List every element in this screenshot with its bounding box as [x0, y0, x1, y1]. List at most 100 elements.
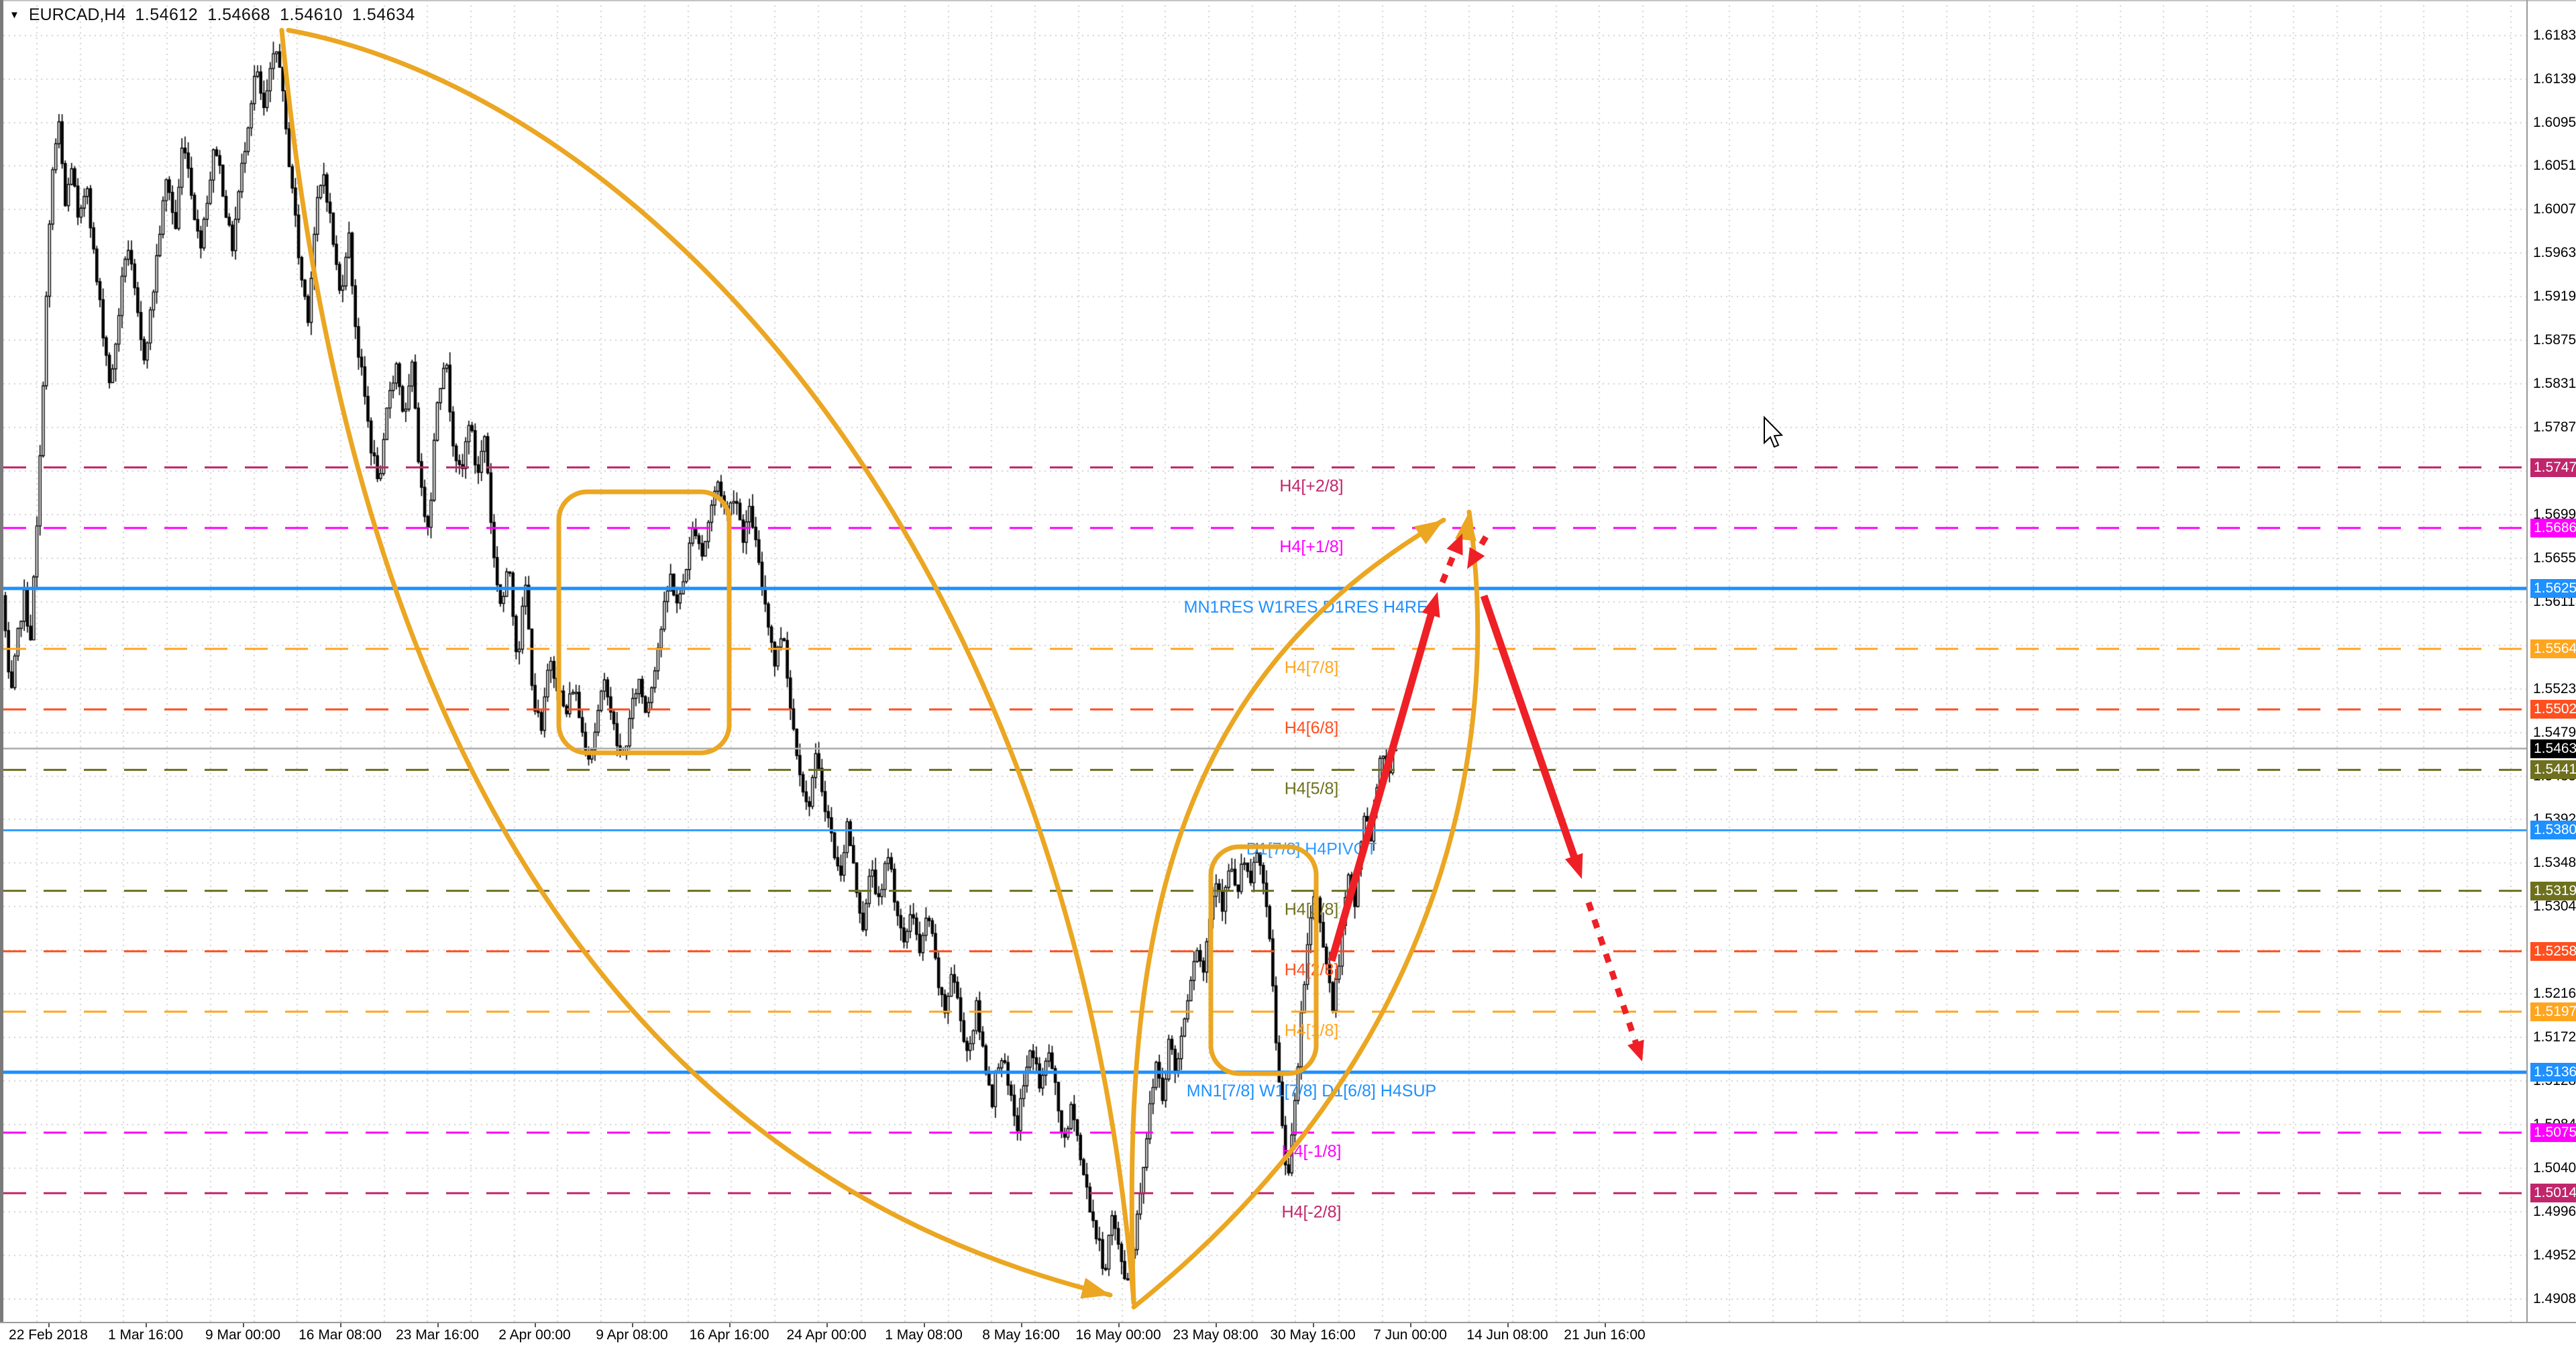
price-badge: 1.52588 [2530, 941, 2576, 961]
price-tick: 1.57875 [2533, 419, 2576, 435]
price-badge: 1.54634 [2530, 739, 2576, 758]
gold-curve[interactable] [1129, 517, 1446, 1306]
price-tick: 1.56555 [2533, 550, 2576, 566]
gold-curve[interactable] [279, 28, 1113, 1298]
gold-rounded-box[interactable] [1208, 844, 1319, 1076]
red-arrowhead[interactable] [1467, 547, 1485, 569]
price-badge: 1.53198 [2530, 881, 2576, 900]
time-axis-separator [0, 1322, 2576, 1323]
time-label: 24 Apr 00:00 [786, 1327, 867, 1343]
time-label: 16 May 00:00 [1075, 1327, 1161, 1343]
time-label: 2 Apr 00:00 [498, 1327, 571, 1343]
price-tick: 1.55235 [2533, 680, 2576, 696]
time-tick [146, 1323, 147, 1327]
bar-low: 1.54610 [280, 5, 343, 24]
bar-close: 1.54634 [352, 5, 415, 24]
gold-curve[interactable] [1131, 509, 1481, 1310]
price-tick: 1.53040 [2533, 898, 2576, 914]
price-tick: 1.60950 [2533, 114, 2576, 130]
time-tick [1507, 1323, 1509, 1327]
time-label: 30 May 16:00 [1270, 1327, 1356, 1343]
time-tick [1313, 1323, 1314, 1327]
price-badge: 1.53809 [2530, 821, 2576, 840]
gold-arrowhead[interactable] [1455, 512, 1477, 541]
price-tick: 1.58315 [2533, 376, 2576, 392]
time-tick [1118, 1323, 1120, 1327]
time-label: 23 May 08:00 [1173, 1327, 1258, 1343]
price-tick: 1.60515 [2533, 158, 2576, 174]
time-tick [243, 1323, 244, 1327]
gold-rounded-box[interactable] [556, 489, 732, 756]
symbol-timeframe: EURCAD,H4 [28, 5, 126, 24]
time-label: 1 Mar 16:00 [107, 1327, 184, 1343]
price-badge: 1.51978 [2530, 1002, 2576, 1021]
time-tick [729, 1323, 731, 1327]
red-arrowhead[interactable] [1446, 533, 1463, 556]
price-axis[interactable]: 1.61830 1.61390 1.60950 1.60515 1.60075 1.596… [2530, 0, 2576, 1322]
time-label: 16 Apr 16:00 [689, 1327, 769, 1343]
level-label: H4[7/8] [1285, 658, 1339, 677]
gold-arrowhead[interactable] [1080, 1278, 1110, 1299]
time-axis[interactable]: 22 Feb 2018 1 Mar 16:00 9 Mar 00:00 16 Mar … [0, 1323, 2576, 1346]
level-label: H4[6/8] [1285, 719, 1339, 737]
red-arrowhead[interactable] [1564, 853, 1583, 879]
time-tick [340, 1323, 341, 1327]
price-tick: 1.61390 [2533, 70, 2576, 87]
symbol-dropdown-icon[interactable]: ▼ [9, 9, 19, 21]
price-tick: 1.56995 [2533, 506, 2576, 522]
time-label: 16 Mar 08:00 [299, 1327, 382, 1343]
price-tick: 1.60075 [2533, 201, 2576, 217]
level-label: H4[-2/8] [1282, 1202, 1342, 1221]
price-axis-separator [2526, 0, 2528, 1322]
price-badge: 1.55640 [2530, 639, 2576, 659]
price-tick: 1.52160 [2533, 985, 2576, 1001]
bar-high: 1.54668 [207, 5, 271, 24]
time-tick [535, 1323, 536, 1327]
price-badge: 1.50146 [2530, 1184, 2576, 1203]
price-tick: 1.49080 [2533, 1290, 2576, 1306]
price-tick: 1.51720 [2533, 1029, 2576, 1045]
price-badge: 1.54419 [2530, 760, 2576, 780]
red-arrowhead[interactable] [1421, 592, 1440, 618]
level-label: H4[+1/8] [1279, 537, 1343, 556]
time-label: 22 Feb 2018 [9, 1327, 88, 1343]
red-dotted-arrow[interactable] [1439, 547, 1460, 584]
gold-curve[interactable] [286, 28, 1136, 1304]
price-tick: 1.61830 [2533, 28, 2576, 43]
time-label: 9 Apr 08:00 [596, 1327, 668, 1343]
price-badge: 1.50757 [2530, 1123, 2576, 1143]
price-tick: 1.59635 [2533, 245, 2576, 261]
time-tick [1410, 1323, 1411, 1327]
time-tick [826, 1323, 828, 1327]
level-label: H4[3/8] [1285, 900, 1339, 919]
red-dotted-arrow[interactable] [1585, 901, 1640, 1047]
time-label: 14 Jun 08:00 [1466, 1327, 1548, 1343]
level-label: H4[5/8] [1285, 779, 1339, 798]
red-solid-arrow[interactable] [1480, 594, 1579, 862]
time-tick [1021, 1323, 1022, 1327]
price-tick: 1.54795 [2533, 724, 2576, 740]
price-tick: 1.58755 [2533, 332, 2576, 348]
level-label: H4[2/8] [1285, 961, 1339, 980]
time-label: 7 Jun 00:00 [1373, 1327, 1447, 1343]
price-badge: 1.51367 [2530, 1062, 2576, 1082]
price-tick: 1.49960 [2533, 1203, 2576, 1219]
time-tick [437, 1323, 439, 1327]
time-label: 1 May 08:00 [885, 1327, 963, 1343]
mouse-cursor [1764, 415, 1784, 448]
bar-open: 1.54612 [135, 5, 199, 24]
window-left-border [0, 0, 3, 1322]
price-badge: 1.56250 [2530, 578, 2576, 598]
time-tick [1605, 1323, 1606, 1327]
price-tick: 1.50400 [2533, 1159, 2576, 1176]
red-dotted-arrow[interactable] [1472, 535, 1489, 557]
time-label: 21 Jun 16:00 [1564, 1327, 1646, 1343]
annotations-overlay: H4[+2/8] H4[+1/8] MN1RES W1RES D1RES H4RES… [3, 28, 2526, 1310]
gold-arrowhead[interactable] [1414, 520, 1444, 545]
red-arrowhead[interactable] [1627, 1039, 1644, 1062]
red-solid-arrow[interactable] [1328, 609, 1436, 962]
level-label: H4[+2/8] [1279, 477, 1343, 496]
time-label: 8 May 16:00 [982, 1327, 1060, 1343]
